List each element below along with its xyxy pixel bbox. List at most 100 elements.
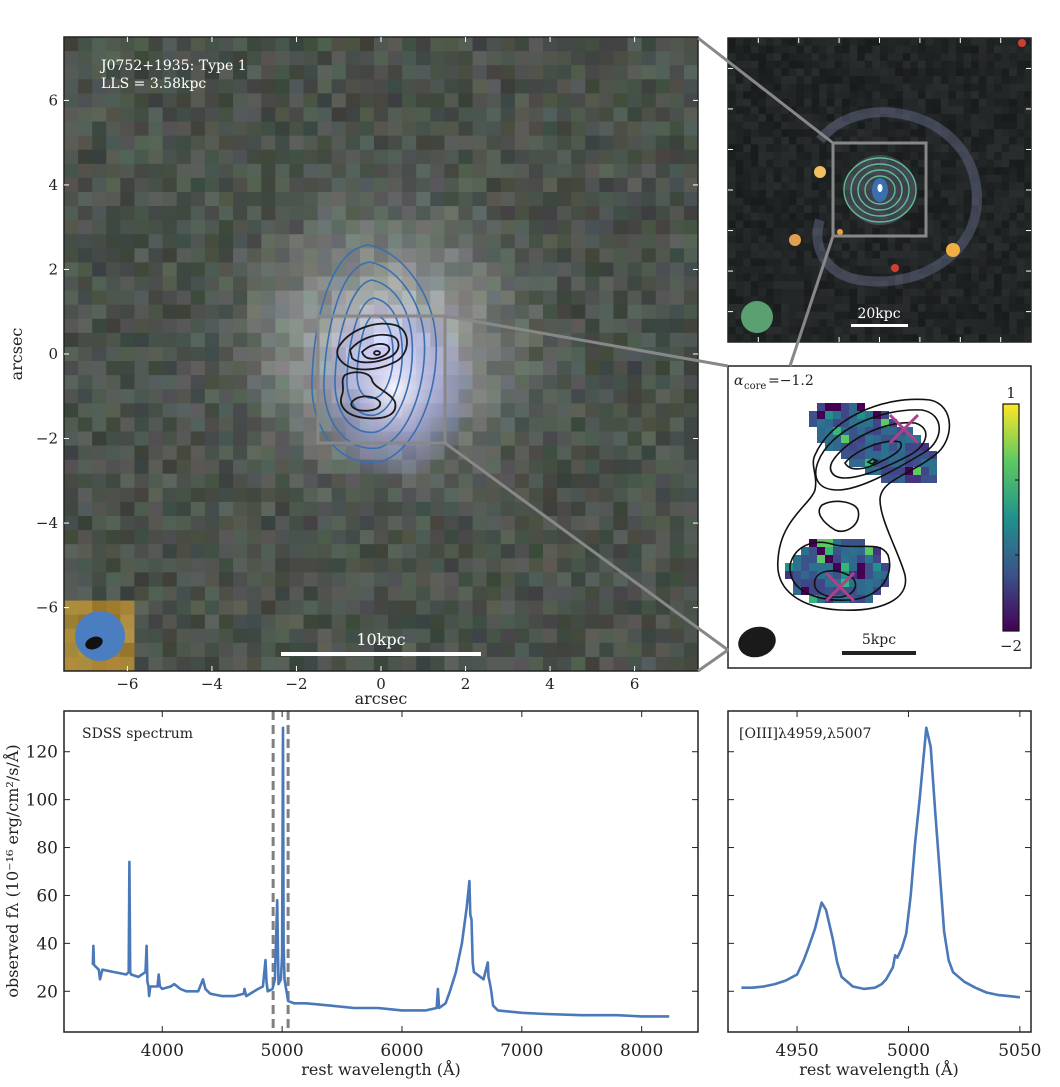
spectral-index-pixel [889, 419, 897, 427]
spectrum-line [91, 726, 670, 1018]
star [1018, 39, 1026, 47]
x-tick-label: 4000 [141, 1041, 184, 1061]
y-tick-label: 4 [48, 176, 58, 194]
spectral-index-pixel [857, 427, 865, 435]
spectral-index-pixel [841, 403, 849, 411]
overview-image-panel: 20kpc [727, 37, 1032, 343]
spectral-index-pixel [921, 451, 929, 459]
spectral-index-pixel [793, 563, 801, 571]
spectral-index-pixel [809, 419, 817, 427]
spectral-index-pixel [825, 443, 833, 451]
spectral-index-pixel [905, 427, 913, 435]
spectral-index-pixel [881, 443, 889, 451]
spectral-index-pixel [817, 579, 825, 587]
connector-lines [444, 36, 835, 673]
y-tick-label: −6 [36, 599, 58, 617]
overview-contours [843, 157, 917, 223]
spectral-index-pixel [817, 555, 825, 563]
spectral-index-pixel [849, 427, 857, 435]
spectral-index-pixel [857, 579, 865, 587]
spectral-index-pixel [905, 459, 913, 467]
spectral-index-pixel [865, 595, 873, 603]
optical-beam [75, 611, 125, 661]
spectral-index-pixel [841, 539, 849, 547]
spectral-index-pixel [825, 587, 833, 595]
spectral-index-pixel [913, 443, 921, 451]
axes-frame [63, 710, 699, 1033]
spectral-index-pixel [921, 467, 929, 475]
spectral-index-pixel [857, 451, 865, 459]
spectral-index-pixel [897, 467, 905, 475]
spectral-index-pixel [809, 571, 817, 579]
spectral-index-pixel [881, 451, 889, 459]
spectral-index-pixel [817, 547, 825, 555]
spectrum-title: SDSS spectrum [82, 726, 193, 742]
spectral-index-pixel [817, 403, 825, 411]
spectral-index-pixel [841, 571, 849, 579]
spectral-index-pixel [857, 555, 865, 563]
spectral-index-pixel [905, 443, 913, 451]
spectral-index-pixel [881, 435, 889, 443]
spectral-index-pixel [833, 563, 841, 571]
spectral-index-pixel [929, 459, 937, 467]
spectral-index-pixel [809, 563, 817, 571]
spectral-index-pixel [857, 563, 865, 571]
spectral-index-pixel [929, 475, 937, 483]
spectral-index-pixel [873, 411, 881, 419]
spectral-index-pixel [841, 547, 849, 555]
x-tick-label: 5000 [887, 1041, 930, 1061]
star [946, 243, 960, 257]
spectral-index-pixel [833, 435, 841, 443]
spectral-index-pixel [873, 419, 881, 427]
x-tick-label: 6 [630, 675, 640, 693]
radio-contours-high [336, 322, 408, 420]
spectral-index-pixel [833, 427, 841, 435]
oiii-zoom-chart: 4950 5000 5050 [727, 710, 1041, 1061]
spectral-index-pixel [801, 563, 809, 571]
x-tick-label: 0 [376, 675, 386, 693]
spectral-index-pixel [801, 555, 809, 563]
spectral-index-pixel [857, 547, 865, 555]
spectral-index-pixel [897, 435, 905, 443]
spectrum-xlabel: rest wavelength (Å) [301, 1059, 461, 1079]
x-tick-label: −6 [116, 675, 138, 693]
inset-contours [777, 398, 951, 611]
spectral-index-inset: 5kpc α core =−1.2 1 −2 [727, 365, 1032, 669]
spectral-index-pixel [913, 475, 921, 483]
spectral-index-pixel [857, 435, 865, 443]
x-tick-label: −4 [201, 675, 223, 693]
x-tick-label: 7000 [500, 1041, 543, 1061]
zoom-region-box [316, 314, 447, 445]
main-xlabel: arcsec [355, 689, 408, 708]
spectral-index-pixel [817, 587, 825, 595]
colorbar-min-label: −2 [1000, 637, 1022, 655]
spectral-index-pixel [857, 411, 865, 419]
spectrum-line [741, 726, 1021, 999]
x-tick-label: 5050 [998, 1041, 1041, 1061]
spectral-index-pixel [841, 563, 849, 571]
x-tick-label: 4 [545, 675, 555, 693]
spectral-index-pixel [865, 579, 873, 587]
spectral-index-pixel [833, 419, 841, 427]
spectral-index-pixel [913, 467, 921, 475]
spectral-index-pixel [801, 571, 809, 579]
spectral-index-pixel [801, 587, 809, 595]
spectral-index-pixel [825, 419, 833, 427]
spectral-index-pixel [905, 475, 913, 483]
spectral-index-pixel [825, 427, 833, 435]
spectral-index-pixel [809, 411, 817, 419]
spectral-index-pixel [849, 579, 857, 587]
spectral-index-pixel [849, 435, 857, 443]
spectral-index-pixel [865, 451, 873, 459]
spectral-index-pixel [817, 411, 825, 419]
alpha-symbol: α [734, 373, 744, 389]
spectral-index-pixel [817, 571, 825, 579]
x-tick-label: 5000 [260, 1041, 303, 1061]
star [891, 264, 899, 272]
spectral-index-pixel [881, 571, 889, 579]
spectral-index-pixel [913, 459, 921, 467]
spectral-index-pixel [841, 435, 849, 443]
spectral-index-pixel [857, 403, 865, 411]
spectral-index-pixel [921, 475, 929, 483]
